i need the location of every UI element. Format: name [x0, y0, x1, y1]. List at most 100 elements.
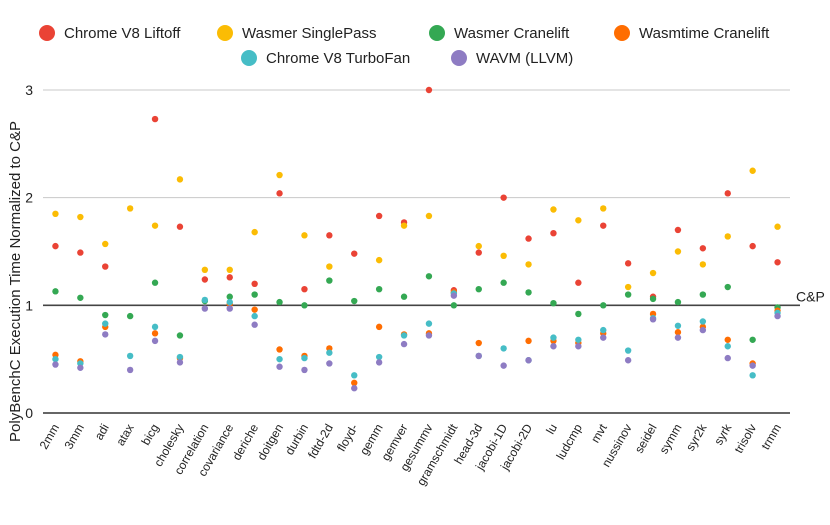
- data-point: [475, 242, 482, 250]
- data-point: [326, 349, 333, 356]
- data-point: [699, 291, 707, 298]
- data-point: [674, 298, 682, 306]
- x-tick-label: trmm: [758, 422, 784, 453]
- data-point: [375, 212, 383, 220]
- data-point: [724, 283, 731, 291]
- data-point: [226, 266, 233, 274]
- x-tick-label: trisolv: [731, 422, 759, 456]
- data-point: [126, 205, 134, 212]
- data-point: [699, 245, 707, 252]
- x-tick-label: bicg: [139, 422, 162, 448]
- data-point: [550, 299, 557, 307]
- data-point: [749, 372, 756, 379]
- legend-marker: [217, 25, 233, 41]
- legend-marker: [451, 50, 467, 66]
- data-point: [550, 229, 557, 237]
- data-point: [52, 288, 59, 295]
- x-tick-label: adi: [92, 422, 112, 443]
- data-point: [749, 242, 756, 250]
- data-point: [102, 320, 109, 327]
- data-point: [500, 345, 507, 352]
- x-tick-label: seidel: [632, 422, 660, 456]
- data-point: [151, 279, 159, 286]
- data-point: [351, 385, 358, 392]
- data-point: [126, 352, 134, 360]
- legend-label: WAVM (LLVM): [476, 50, 573, 67]
- data-point: [624, 260, 632, 267]
- data-point: [600, 326, 607, 334]
- y-tick-label: 0: [25, 405, 33, 421]
- data-point: [226, 274, 233, 281]
- data-point: [126, 366, 134, 374]
- data-point: [301, 302, 308, 309]
- data-point: [276, 171, 283, 179]
- legend-label: Wasmtime Cranelift: [639, 25, 770, 42]
- data-point: [624, 291, 632, 298]
- data-point: [550, 343, 557, 350]
- data-point: [425, 320, 433, 327]
- data-point: [575, 310, 582, 318]
- y-axis-label: PolyBenchC Execution Time Normalized to …: [7, 121, 24, 442]
- data-point: [500, 362, 507, 369]
- reference-line-label: C&P: [796, 288, 825, 304]
- x-tick-label: 2mm: [37, 422, 62, 452]
- data-point: [301, 285, 308, 293]
- data-point: [375, 359, 383, 366]
- data-point: [525, 235, 532, 242]
- data-point: [77, 249, 84, 256]
- x-tick-label: ludcmp: [553, 421, 585, 462]
- data-point: [251, 280, 258, 287]
- legend-label: Wasmer Cranelift: [454, 25, 570, 42]
- data-point: [649, 295, 657, 303]
- data-point: [624, 283, 632, 291]
- data-point: [201, 276, 209, 283]
- x-tick-label: fdtd-2d: [305, 422, 336, 461]
- data-point: [176, 176, 184, 183]
- data-point: [550, 334, 557, 341]
- data-point: [151, 323, 159, 331]
- data-point: [425, 332, 433, 339]
- data-point: [724, 343, 731, 350]
- data-point: [649, 269, 657, 277]
- data-point: [375, 353, 383, 361]
- data-point: [226, 298, 233, 306]
- data-point: [749, 362, 756, 369]
- data-point: [774, 312, 781, 320]
- data-point: [525, 261, 532, 268]
- x-tick-label: mvt: [588, 421, 610, 445]
- data-point: [251, 306, 258, 313]
- data-point: [500, 252, 507, 260]
- data-point: [749, 167, 756, 174]
- data-point: [500, 279, 507, 286]
- data-point: [52, 210, 59, 218]
- data-point: [102, 240, 109, 248]
- data-point: [400, 332, 408, 339]
- data-point: [575, 279, 582, 286]
- data-point: [724, 354, 731, 362]
- data-point: [102, 311, 109, 319]
- data-point: [400, 340, 408, 348]
- x-axis-ticks: 2mm 3mm adi atax bicgcholeskycorrelationcova…: [37, 421, 785, 488]
- data-point: [450, 292, 458, 299]
- data-point: [575, 336, 582, 343]
- data-point: [301, 232, 308, 239]
- data-point: [151, 330, 159, 337]
- y-tick-label: 3: [25, 82, 33, 98]
- data-point: [600, 334, 607, 341]
- data-point: [251, 228, 258, 236]
- legend-marker: [429, 25, 445, 41]
- data-point: [375, 285, 383, 293]
- data-point: [226, 293, 233, 300]
- data-point: [624, 357, 632, 364]
- data-point: [674, 248, 682, 255]
- data-point: [525, 357, 532, 364]
- data-point: [699, 318, 707, 325]
- data-point: [375, 256, 383, 264]
- data-point: [475, 285, 482, 293]
- legend-marker: [241, 50, 257, 66]
- data-point: [600, 302, 607, 309]
- data-point: [276, 355, 283, 363]
- data-point: [326, 263, 333, 270]
- x-tick-label: symm: [656, 422, 684, 457]
